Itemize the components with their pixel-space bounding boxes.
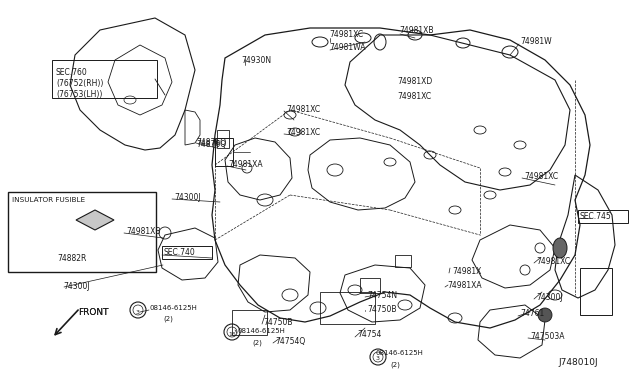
Text: 74981XD: 74981XD — [397, 77, 432, 86]
Text: 74981XC: 74981XC — [286, 128, 320, 137]
Bar — [8, 192, 156, 272]
Text: SEC.760: SEC.760 — [56, 68, 88, 77]
Bar — [215, 138, 233, 166]
Text: 74300J: 74300J — [174, 193, 200, 202]
Text: 74981W: 74981W — [520, 37, 552, 46]
Text: 08146-6125H: 08146-6125H — [150, 305, 198, 311]
Text: 74981XB: 74981XB — [126, 227, 161, 236]
Text: 08146-6125H: 08146-6125H — [238, 328, 286, 334]
Text: 74876Q: 74876Q — [196, 140, 226, 149]
Text: 74750B: 74750B — [367, 305, 397, 314]
Text: 16: 16 — [228, 331, 236, 337]
Text: SEC.740: SEC.740 — [163, 248, 195, 257]
Text: 74981XC: 74981XC — [286, 105, 320, 114]
Bar — [162, 246, 212, 259]
Bar — [52, 60, 157, 98]
Text: FRONT: FRONT — [78, 308, 109, 317]
Text: 74754N: 74754N — [367, 291, 397, 300]
Text: 3: 3 — [136, 310, 140, 314]
Text: 74981XC: 74981XC — [524, 172, 558, 181]
Text: (76752(RH)): (76752(RH)) — [56, 79, 104, 88]
Text: 3: 3 — [376, 356, 380, 362]
Text: 74876Q: 74876Q — [196, 138, 226, 147]
Text: 08146-6125H: 08146-6125H — [376, 350, 424, 356]
Text: 74981XC: 74981XC — [329, 30, 363, 39]
Text: 74981XC: 74981XC — [397, 92, 431, 101]
Bar — [395, 255, 411, 267]
Text: 747503A: 747503A — [530, 332, 564, 341]
Text: 74761: 74761 — [520, 309, 544, 318]
Text: (2): (2) — [163, 316, 173, 323]
Text: (76753(LH)): (76753(LH)) — [56, 90, 102, 99]
Text: FRONT: FRONT — [78, 308, 109, 317]
Polygon shape — [76, 210, 114, 230]
Bar — [360, 278, 380, 293]
Text: J748010J: J748010J — [558, 358, 598, 367]
Bar — [578, 210, 628, 223]
Bar — [320, 292, 375, 324]
Text: 74981XC: 74981XC — [536, 257, 570, 266]
Circle shape — [538, 308, 552, 322]
Text: 74930N: 74930N — [241, 56, 271, 65]
Text: 74882R: 74882R — [58, 254, 86, 263]
Text: (2): (2) — [252, 339, 262, 346]
Ellipse shape — [553, 238, 567, 258]
Text: 74981WA: 74981WA — [329, 43, 365, 52]
Bar — [217, 130, 229, 148]
Text: SEC.745: SEC.745 — [579, 212, 611, 221]
Text: 74981XA: 74981XA — [228, 160, 262, 169]
Text: 74754Q: 74754Q — [275, 337, 305, 346]
Text: 74981XA: 74981XA — [447, 281, 482, 290]
Bar — [232, 310, 267, 335]
Text: 74300J: 74300J — [63, 282, 90, 291]
Text: 74754: 74754 — [357, 330, 381, 339]
Text: 74981XB: 74981XB — [399, 26, 433, 35]
Text: 74750B: 74750B — [263, 318, 292, 327]
Text: 74300J: 74300J — [536, 293, 563, 302]
Text: INSULATOR FUSIBLE: INSULATOR FUSIBLE — [12, 197, 85, 203]
Text: 74981X: 74981X — [452, 267, 481, 276]
Text: (2): (2) — [390, 361, 400, 368]
